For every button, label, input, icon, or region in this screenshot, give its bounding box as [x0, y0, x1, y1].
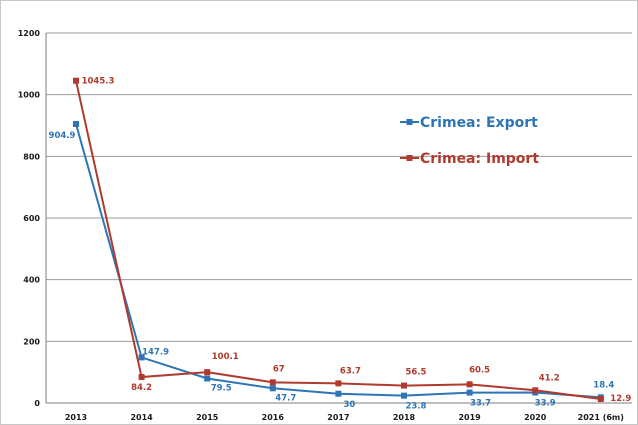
data-label: 904.9: [49, 131, 76, 141]
legend-marker: [406, 155, 413, 161]
data-label: 18.4: [593, 380, 614, 390]
series-layer: [73, 77, 604, 403]
data-label: 47.7: [275, 393, 296, 403]
x-tick-label: 2018: [393, 413, 416, 422]
y-tick-label: 0: [34, 399, 40, 408]
y-tick-label: 400: [23, 276, 40, 285]
legend-marker: [406, 119, 413, 125]
data-label: 30: [343, 400, 355, 410]
data-point: [401, 382, 407, 389]
y-tick-label: 1000: [18, 91, 41, 100]
data-label: 56.5: [406, 368, 427, 378]
data-labels: 904.9 147.9 79.5 47.7 30 23.8 33.7 33.9 18.4 1045…: [49, 77, 632, 412]
data-label: 33.9: [535, 399, 556, 409]
data-point: [138, 354, 145, 361]
y-axis: 0 200 400 600 800 1000 1200: [18, 29, 47, 408]
data-point: [466, 381, 473, 388]
data-point: [204, 375, 211, 382]
x-tick-label: 2015: [196, 413, 219, 422]
x-tick-label: 2016: [262, 413, 285, 422]
x-tick-label: 2014: [130, 413, 153, 422]
x-tick-label: 2017: [327, 413, 349, 422]
data-point: [73, 120, 79, 127]
data-label: 60.5: [469, 365, 490, 375]
y-tick-label: 600: [23, 214, 40, 223]
y-tick-label: 800: [23, 152, 40, 161]
legend-entry: Crimea: Export: [420, 115, 538, 131]
data-label: 23.8: [406, 402, 427, 412]
data-label: 1045.3: [82, 77, 115, 87]
data-point: [204, 369, 211, 376]
data-point: [73, 77, 79, 84]
data-point: [269, 379, 276, 386]
data-label: 33.7: [470, 399, 491, 409]
x-tick-label: 2020: [524, 413, 547, 422]
data-point: [466, 389, 473, 396]
data-label: 63.7: [340, 366, 361, 376]
data-label: 12.9: [610, 394, 631, 404]
x-tick-label: 2019: [458, 413, 481, 422]
data-point: [269, 385, 276, 392]
data-label: 41.2: [539, 373, 560, 383]
data-point: [335, 380, 342, 387]
gridlines: [46, 32, 632, 404]
data-point: [532, 387, 539, 394]
data-label: 147.9: [142, 347, 169, 357]
y-tick-label: 200: [23, 337, 40, 346]
legend-entry: Crimea: Import: [420, 151, 539, 167]
data-label: 79.5: [211, 383, 232, 393]
data-point: [335, 390, 342, 397]
x-axis: 2013 2014 2015 2016 2017 2018 2019 2020 2021 (6m…: [65, 413, 624, 422]
data-point: [138, 374, 145, 381]
data-point: [597, 396, 604, 403]
x-tick-label: 2021 (6m): [578, 413, 624, 422]
data-label: 100.1: [212, 352, 239, 362]
data-point: [401, 392, 407, 399]
legend: Crimea: Export Crimea: Import: [400, 115, 539, 167]
data-label: 67: [273, 364, 285, 374]
data-label: 84.2: [131, 383, 152, 393]
x-tick-label: 2013: [65, 413, 87, 422]
y-tick-label: 1200: [18, 29, 41, 38]
